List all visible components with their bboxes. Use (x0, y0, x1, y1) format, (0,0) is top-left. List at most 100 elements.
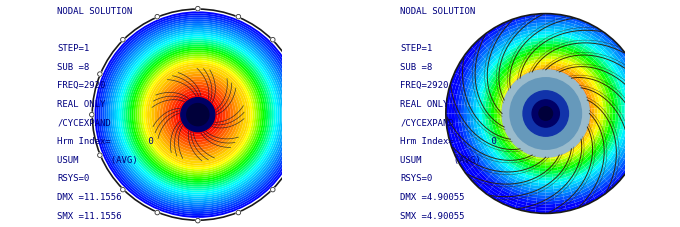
Wedge shape (494, 103, 498, 109)
Wedge shape (466, 130, 471, 139)
Wedge shape (600, 168, 609, 177)
Wedge shape (497, 25, 507, 32)
Wedge shape (501, 144, 507, 150)
Wedge shape (569, 143, 575, 148)
Wedge shape (536, 158, 541, 162)
Wedge shape (478, 172, 487, 181)
Wedge shape (490, 144, 496, 151)
Wedge shape (505, 64, 512, 71)
Wedge shape (580, 33, 590, 40)
Wedge shape (499, 128, 504, 133)
Wedge shape (511, 72, 517, 77)
Wedge shape (483, 94, 488, 101)
Wedge shape (599, 37, 609, 46)
Wedge shape (149, 66, 247, 163)
Wedge shape (577, 179, 585, 185)
Wedge shape (528, 29, 537, 33)
Wedge shape (537, 71, 541, 75)
Wedge shape (560, 67, 566, 72)
Wedge shape (493, 85, 498, 91)
Wedge shape (147, 64, 249, 165)
Wedge shape (515, 58, 522, 64)
Wedge shape (636, 104, 640, 114)
Wedge shape (540, 168, 546, 171)
Wedge shape (458, 104, 461, 114)
Wedge shape (546, 168, 551, 171)
Wedge shape (520, 188, 529, 194)
Wedge shape (600, 72, 606, 80)
Wedge shape (482, 158, 490, 166)
Wedge shape (477, 143, 483, 151)
Wedge shape (488, 89, 493, 96)
Wedge shape (568, 161, 575, 166)
Wedge shape (477, 135, 482, 143)
Wedge shape (522, 153, 527, 158)
Text: RSYS=0: RSYS=0 (401, 174, 432, 183)
Wedge shape (571, 33, 580, 39)
Circle shape (271, 187, 275, 192)
Wedge shape (508, 76, 583, 151)
Wedge shape (522, 69, 527, 74)
Circle shape (155, 15, 160, 19)
Wedge shape (583, 136, 588, 142)
Wedge shape (620, 139, 626, 148)
Wedge shape (563, 27, 573, 33)
Wedge shape (537, 198, 546, 201)
Wedge shape (498, 66, 505, 73)
Wedge shape (470, 156, 477, 165)
Wedge shape (612, 83, 618, 91)
Wedge shape (585, 132, 590, 138)
Wedge shape (593, 69, 600, 76)
Wedge shape (595, 124, 599, 131)
Wedge shape (128, 44, 268, 185)
Wedge shape (540, 56, 546, 59)
Wedge shape (471, 81, 477, 90)
Wedge shape (592, 47, 600, 55)
Wedge shape (474, 176, 483, 185)
Wedge shape (497, 103, 501, 109)
Wedge shape (607, 151, 614, 160)
Wedge shape (483, 50, 491, 59)
Wedge shape (615, 137, 621, 146)
Wedge shape (503, 50, 511, 57)
Wedge shape (588, 81, 593, 88)
Wedge shape (588, 52, 596, 59)
Wedge shape (568, 151, 575, 156)
Wedge shape (578, 39, 587, 45)
Wedge shape (620, 97, 624, 106)
Wedge shape (496, 40, 505, 47)
Wedge shape (572, 30, 581, 36)
Wedge shape (486, 120, 489, 126)
Text: Hrm Index=       0: Hrm Index= 0 (401, 137, 497, 146)
Wedge shape (592, 172, 600, 180)
Wedge shape (582, 172, 590, 179)
Wedge shape (529, 163, 535, 167)
Wedge shape (496, 128, 501, 135)
Wedge shape (617, 71, 624, 80)
Wedge shape (469, 147, 475, 156)
Wedge shape (554, 191, 563, 195)
Wedge shape (626, 122, 630, 131)
Wedge shape (566, 146, 571, 151)
Wedge shape (575, 137, 580, 142)
Wedge shape (552, 47, 560, 51)
Wedge shape (587, 180, 596, 187)
Wedge shape (562, 59, 569, 64)
Wedge shape (498, 123, 503, 128)
Wedge shape (602, 148, 609, 156)
Wedge shape (546, 162, 551, 165)
Wedge shape (609, 176, 617, 185)
Wedge shape (581, 170, 588, 177)
Wedge shape (501, 59, 508, 66)
Wedge shape (479, 100, 483, 107)
Wedge shape (522, 186, 530, 191)
Wedge shape (555, 154, 560, 158)
Wedge shape (604, 86, 609, 94)
Wedge shape (635, 133, 641, 143)
Wedge shape (517, 175, 525, 180)
Wedge shape (583, 161, 590, 168)
Wedge shape (611, 53, 619, 62)
Wedge shape (460, 131, 465, 141)
Wedge shape (520, 53, 527, 58)
Wedge shape (503, 184, 513, 191)
